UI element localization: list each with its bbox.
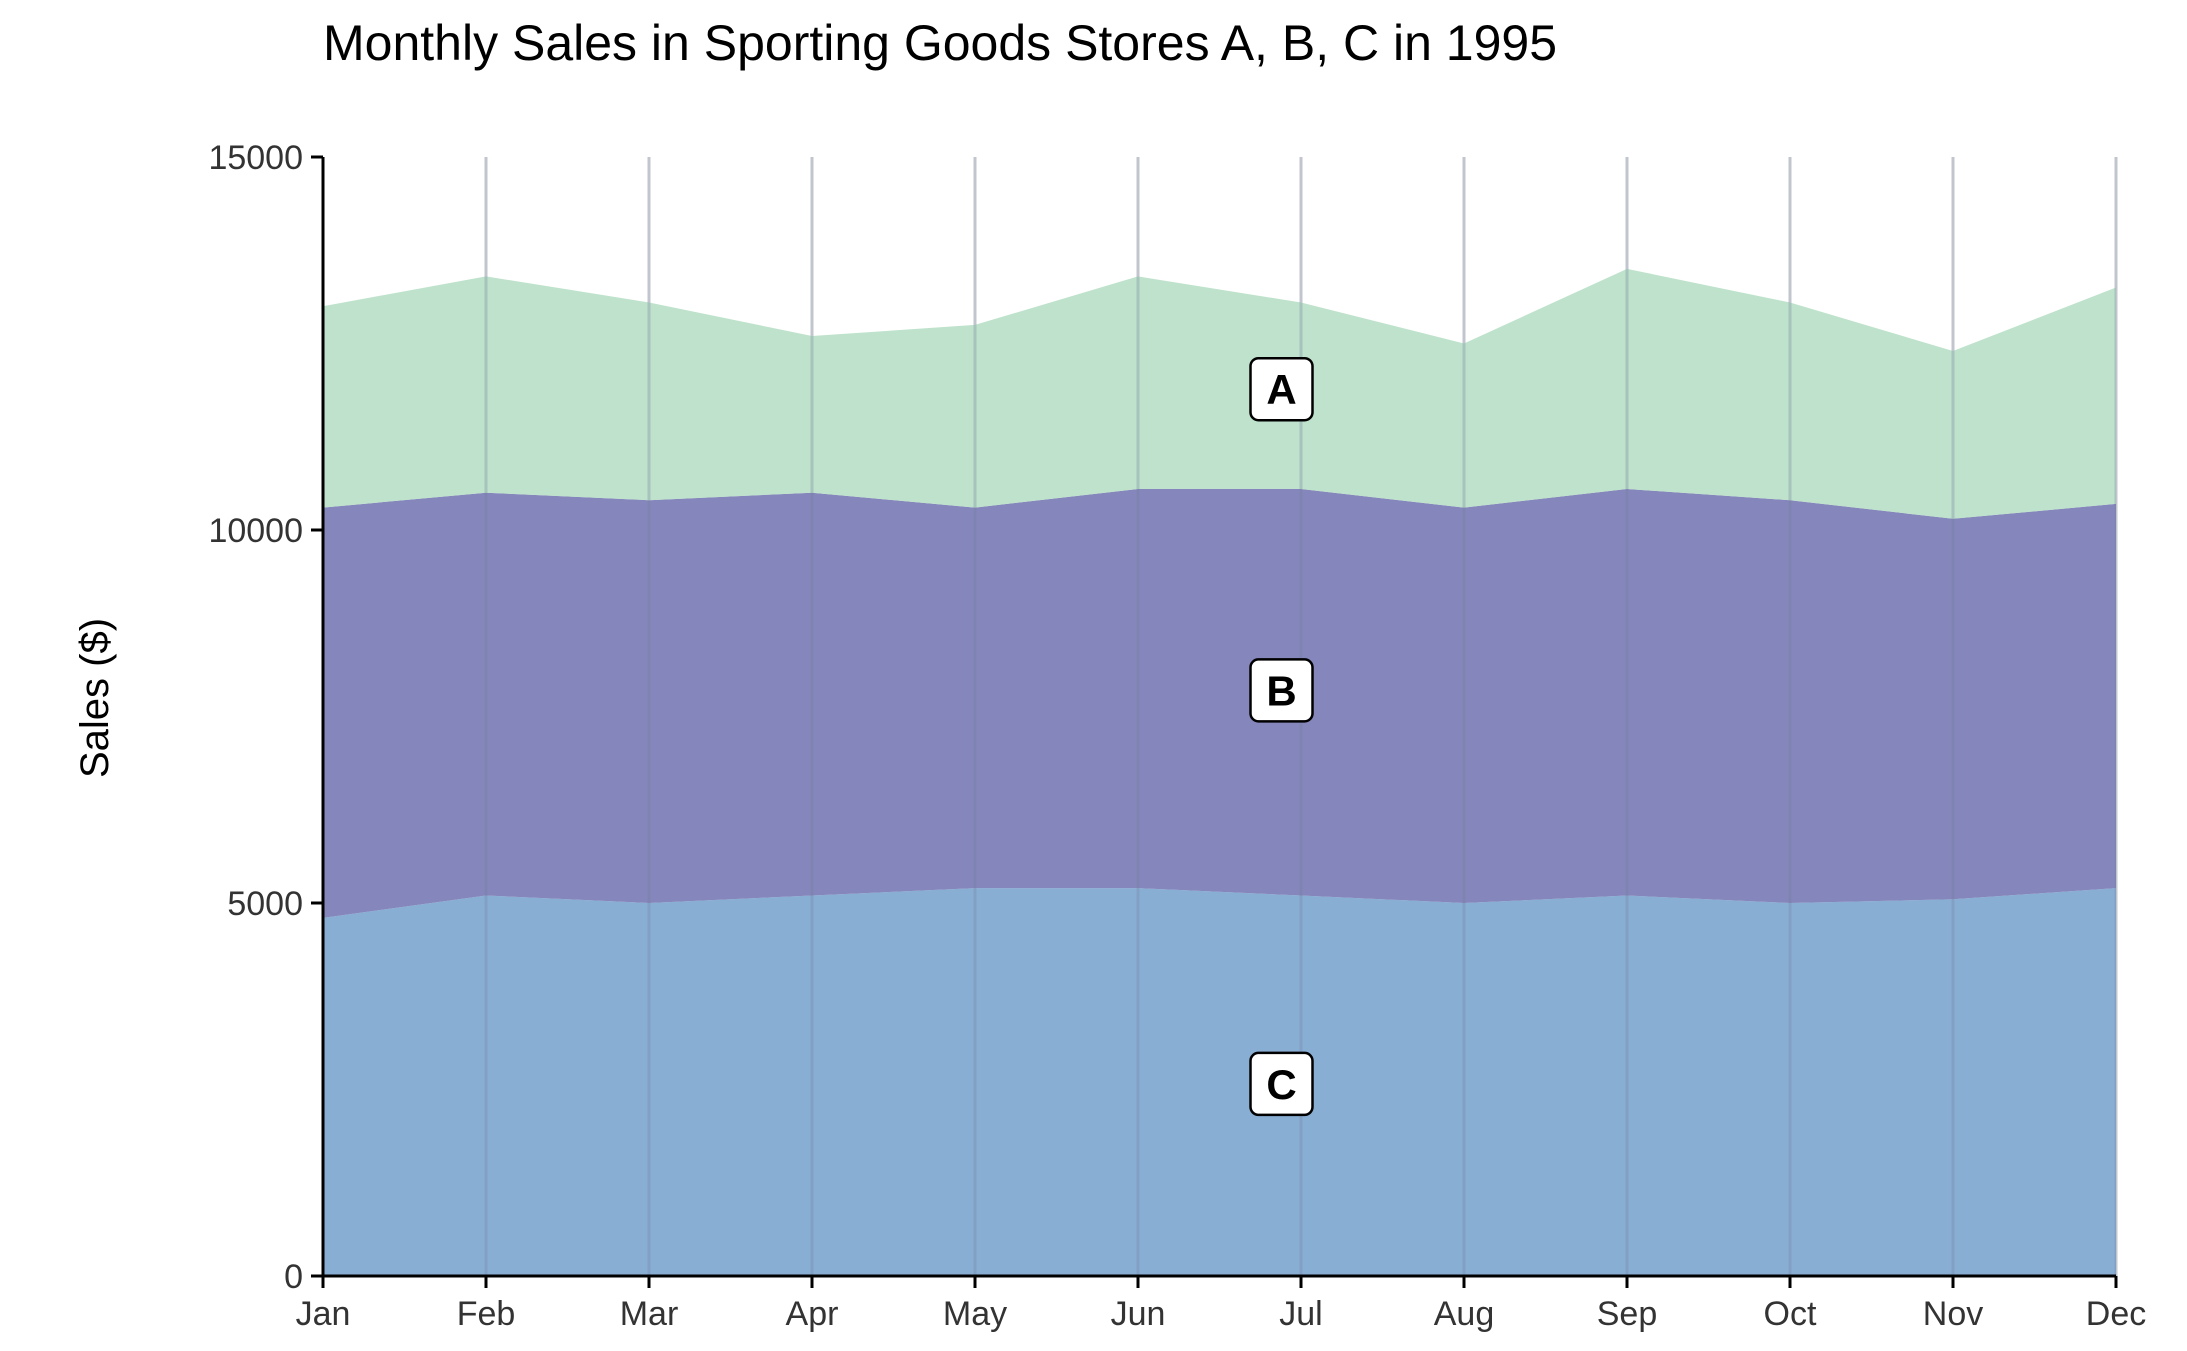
x-tick-label-feb: Feb xyxy=(457,1295,516,1333)
x-tick-label-oct: Oct xyxy=(1764,1295,1817,1333)
area-label-box-c xyxy=(1249,1051,1314,1117)
area-label-text-c: C xyxy=(1266,1061,1296,1108)
x-tick-label-jul: Jul xyxy=(1279,1295,1322,1333)
y-tick-label-15000: 15000 xyxy=(208,139,303,177)
x-tick-label-may: May xyxy=(943,1295,1007,1333)
areas xyxy=(323,268,2116,1276)
x-tick-label-sep: Sep xyxy=(1597,1295,1658,1333)
x-tick-label-jun: Jun xyxy=(1111,1295,1166,1333)
y-tick-label-10000: 10000 xyxy=(208,512,303,550)
y-axis-label: Sales ($) xyxy=(73,618,117,778)
area-label-a: A xyxy=(1249,356,1314,422)
x-tick-label-nov: Nov xyxy=(1923,1295,1983,1333)
area-label-b: B xyxy=(1249,658,1314,723)
area-series-a xyxy=(323,268,2116,519)
y-tick-label-5000: 5000 xyxy=(227,885,303,923)
area-label-box-a xyxy=(1249,356,1314,422)
axes xyxy=(321,157,2116,1278)
ticks: 0 5000 10000 15000 Jan Feb Mar Apr May Jun Jul Aug S… xyxy=(208,139,2146,1333)
area-label-c: C xyxy=(1249,1051,1314,1117)
chart-title: Monthly Sales in Sporting Goods Stores A… xyxy=(323,15,1557,71)
x-tick-label-jan: Jan xyxy=(296,1295,351,1333)
area-labels: A B C xyxy=(1249,356,1314,1117)
y-tick-label-0: 0 xyxy=(284,1258,303,1296)
x-tick-label-aug: Aug xyxy=(1434,1295,1495,1333)
area-label-text-b: B xyxy=(1266,667,1296,714)
area-label-text-a: A xyxy=(1266,366,1296,413)
x-tick-label-mar: Mar xyxy=(620,1295,679,1333)
x-tick-label-apr: Apr xyxy=(786,1295,839,1333)
area-series-c xyxy=(323,888,2116,1276)
area-label-box-b xyxy=(1249,658,1314,723)
x-tick-label-dec: Dec xyxy=(2086,1295,2146,1333)
area-series-b xyxy=(323,489,2116,918)
